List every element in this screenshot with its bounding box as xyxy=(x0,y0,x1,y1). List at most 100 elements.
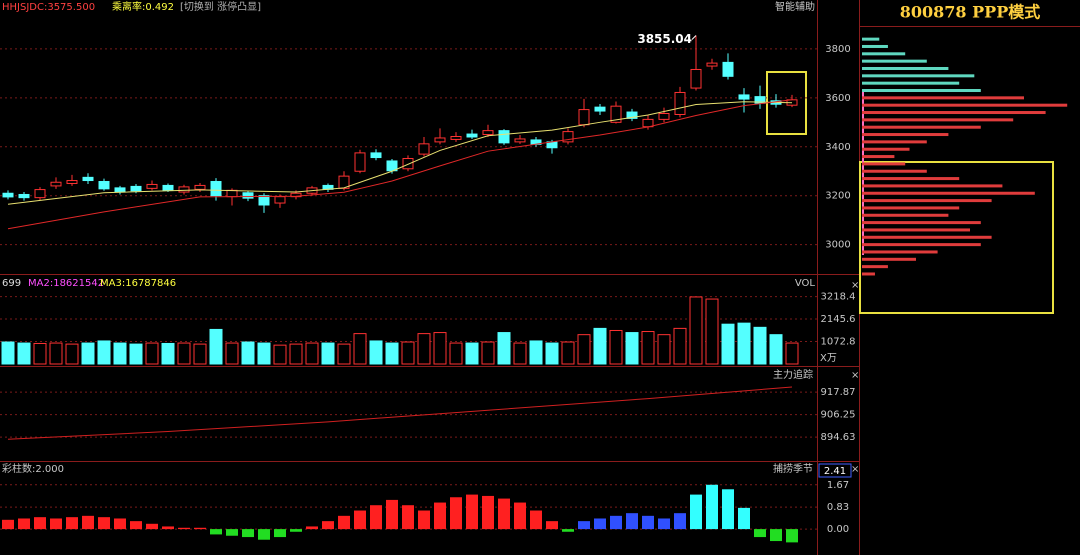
volume-bar xyxy=(465,342,479,365)
corner-label: 智能辅助 xyxy=(775,0,815,13)
osc-bar xyxy=(18,518,30,530)
volume-bar xyxy=(33,342,47,365)
candle-body xyxy=(226,189,238,198)
y-tick-label: 3000 xyxy=(825,240,850,251)
ppp-bar xyxy=(862,118,1014,122)
volume-bar xyxy=(65,343,79,365)
volume-bar xyxy=(289,343,303,365)
osc-bar xyxy=(34,517,46,530)
ppp-bar xyxy=(862,44,888,48)
ppp-bar xyxy=(862,52,906,56)
osc-bar xyxy=(50,518,62,530)
osc-bar xyxy=(226,529,238,536)
osc-bar xyxy=(562,529,574,532)
volume-bar xyxy=(577,334,591,365)
y-tick-label: 894.63 xyxy=(821,432,856,443)
value-box xyxy=(818,463,852,478)
ma-line xyxy=(7,99,793,230)
osc-bar xyxy=(114,518,126,530)
ppp-bar xyxy=(862,213,949,217)
candle-body xyxy=(146,183,158,189)
volume-bar xyxy=(49,342,63,365)
volume-bar xyxy=(241,341,255,365)
osc-bar xyxy=(786,529,798,543)
candle-body xyxy=(354,152,366,172)
ppp-bar xyxy=(862,206,960,210)
volume-bar xyxy=(689,296,703,365)
y-tick-label: 906.25 xyxy=(821,410,856,421)
ppp-bar xyxy=(862,133,949,137)
vol-label: VOL xyxy=(795,278,816,289)
osc-bar xyxy=(290,529,302,532)
osc-bar xyxy=(98,517,110,530)
volume-bar xyxy=(561,341,575,365)
volume-bar xyxy=(145,342,159,365)
volume-bar xyxy=(353,333,367,365)
volume-bar xyxy=(769,334,783,365)
candle-body xyxy=(274,196,286,204)
ppp-bar xyxy=(862,243,981,247)
volume-bar xyxy=(785,342,799,365)
volume-bar xyxy=(545,342,559,365)
osc-bar xyxy=(354,510,366,530)
ppp-bar xyxy=(862,81,960,85)
volume-bar xyxy=(705,298,719,365)
volume-bar xyxy=(97,340,111,365)
osc-bar xyxy=(610,515,622,530)
osc-bar xyxy=(626,513,638,530)
osc-bar xyxy=(594,518,606,530)
volume-bar xyxy=(305,342,319,365)
ppp-title: 800878 PPP模式 xyxy=(900,3,1040,22)
candle-body xyxy=(34,189,46,199)
svg-text:×: × xyxy=(851,370,859,381)
y-tick-label: 0.00 xyxy=(827,524,849,535)
y-tick-label: 3600 xyxy=(825,93,850,104)
volume-bar xyxy=(449,342,463,365)
candle-body xyxy=(466,133,478,138)
osc-bar xyxy=(338,515,350,530)
candle-body xyxy=(50,181,62,187)
ppp-bar xyxy=(862,155,895,159)
osc-bar xyxy=(770,529,782,542)
panel-title: 捕捞季节 xyxy=(773,462,813,475)
ppp-bar xyxy=(862,177,960,181)
osc-bar xyxy=(82,515,94,530)
candle-body xyxy=(722,61,734,77)
osc-bar xyxy=(642,515,654,530)
osc-bar xyxy=(418,510,430,530)
osc-bar xyxy=(754,529,766,538)
ppp-bar xyxy=(862,257,916,261)
svg-text:×: × xyxy=(851,280,859,291)
osc-bar xyxy=(146,523,158,530)
vol-header: 699 xyxy=(2,278,21,289)
ppp-bar xyxy=(862,147,910,151)
volume-bar xyxy=(529,340,543,365)
y-tick-label: 2145.6 xyxy=(821,314,856,325)
ppp-bar xyxy=(862,96,1024,100)
ppp-bar xyxy=(862,191,1035,195)
candle-body xyxy=(370,152,382,159)
y-tick-label: 0.83 xyxy=(827,502,849,513)
volume-bar xyxy=(481,341,495,365)
header-switch[interactable]: [切换到 涨停凸显] xyxy=(180,0,261,13)
candle-body xyxy=(418,143,430,155)
y-tick-label: 1072.8 xyxy=(821,337,856,348)
candle-body xyxy=(610,105,622,123)
volume-bar xyxy=(625,332,639,365)
osc-bar xyxy=(242,529,254,538)
osc-bar xyxy=(274,529,286,538)
osc-bar xyxy=(658,518,670,530)
volume-bar xyxy=(1,341,15,365)
value-box-text: 2.41 xyxy=(824,466,846,477)
y-tick-label: 3218.4 xyxy=(821,292,856,303)
volume-bar xyxy=(753,326,767,365)
volume-bar xyxy=(81,342,95,365)
osc-bar xyxy=(162,526,174,530)
candle-body xyxy=(578,109,590,126)
osc-bar xyxy=(530,510,542,530)
osc-bar xyxy=(386,499,398,530)
close-icons[interactable]: × × × xyxy=(851,280,859,475)
ppp-bar xyxy=(862,199,992,203)
osc-header: 彩柱数:2.000 xyxy=(2,462,64,475)
